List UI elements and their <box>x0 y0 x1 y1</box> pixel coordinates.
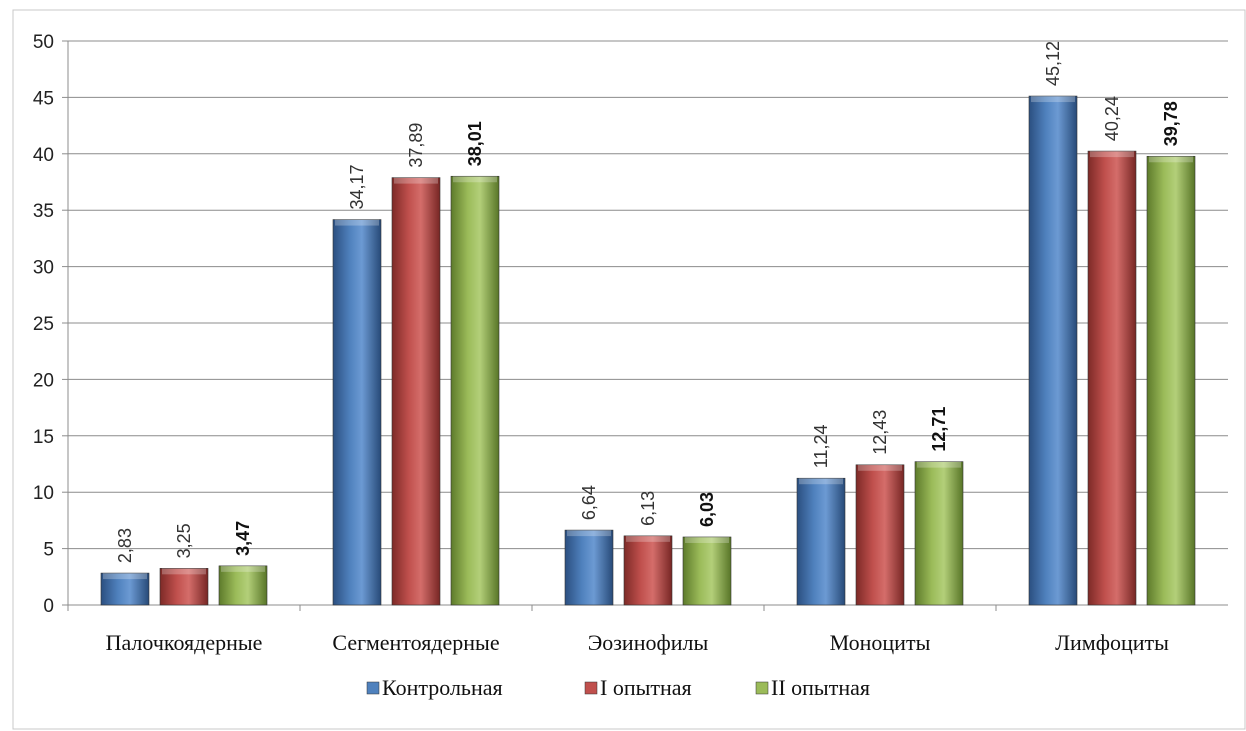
data-label: 45,12 <box>1043 41 1063 86</box>
x-axis: Палочкоядерные Сегментоядерные Эозинофилы М… <box>67 605 1169 655</box>
y-tick-label: 40 <box>33 145 54 166</box>
bar <box>1028 95 1078 606</box>
y-tick-label: 35 <box>33 201 54 222</box>
bar <box>1146 155 1196 606</box>
data-label: 6,13 <box>638 491 658 526</box>
bar <box>914 461 964 606</box>
data-label: 3,25 <box>174 523 194 558</box>
legend-swatch <box>755 681 769 695</box>
x-tick-label: Сегментоядерные <box>332 630 499 655</box>
bar <box>1087 150 1137 606</box>
data-label: 11,24 <box>811 424 831 468</box>
legend-label: I опытная <box>600 675 692 700</box>
bar-highlight <box>685 536 729 543</box>
bar-highlight <box>394 177 438 184</box>
legend-swatch <box>366 681 380 695</box>
bar-highlight <box>103 573 147 580</box>
bar <box>796 477 846 606</box>
y-tick-label: 15 <box>33 427 54 448</box>
bar <box>564 529 614 606</box>
bar-highlight <box>1090 151 1134 158</box>
bar-highlight <box>858 464 902 471</box>
y-tick-label: 30 <box>33 258 54 279</box>
bar <box>159 568 209 606</box>
x-tick-label: Эозинофилы <box>588 630 709 655</box>
bar-highlight <box>626 535 670 542</box>
data-label: 40,24 <box>1102 96 1122 141</box>
bar-highlight <box>335 219 379 226</box>
data-label: 6,64 <box>579 485 599 520</box>
data-label: 38,01 <box>465 121 485 166</box>
data-label: 39,78 <box>1161 101 1181 146</box>
bar <box>623 535 673 606</box>
chart-frame <box>12 9 1246 730</box>
legend-swatch <box>584 681 598 695</box>
y-tick-label: 10 <box>33 483 54 504</box>
data-label: 2,83 <box>115 528 135 563</box>
data-label: 6,03 <box>697 492 717 527</box>
bar-highlight <box>1149 156 1193 163</box>
y-tick-label: 0 <box>43 596 54 617</box>
y-tick-label: 50 <box>33 32 54 53</box>
bar-highlight <box>1031 96 1075 103</box>
bar <box>855 464 905 606</box>
bar-highlight <box>453 176 497 183</box>
data-label: 3,47 <box>233 521 253 556</box>
data-label: 37,89 <box>406 123 426 168</box>
data-label: 34,17 <box>347 165 367 210</box>
y-tick-label: 5 <box>43 540 54 561</box>
y-tick-label: 45 <box>33 88 54 109</box>
bar <box>391 177 441 606</box>
legend-label: II опытная <box>771 675 870 700</box>
bar-highlight <box>221 565 265 572</box>
bars <box>100 95 1196 606</box>
legend-label: Контрольная <box>382 675 503 700</box>
bar-highlight <box>799 478 843 485</box>
bar <box>218 565 268 606</box>
x-tick-label: Палочкоядерные <box>106 630 263 655</box>
data-label: 12,43 <box>870 410 890 455</box>
legend: Контрольная I опытная II опытная <box>366 675 870 700</box>
y-tick-label: 25 <box>33 314 54 335</box>
data-label: 12,71 <box>929 407 949 452</box>
y-tick-label: 20 <box>33 370 54 391</box>
bar <box>332 219 382 606</box>
bar-highlight <box>567 530 611 537</box>
x-tick-label: Моноциты <box>830 630 931 655</box>
x-tick-label: Лимфоциты <box>1055 630 1169 655</box>
data-labels: 2,83 3,25 3,47 34,17 37,89 38,01 6,64 6,13 6,03 1… <box>115 41 1181 563</box>
bar <box>100 572 150 606</box>
bar-highlight <box>162 568 206 575</box>
bar <box>450 175 500 606</box>
bar <box>682 536 732 606</box>
bar-highlight <box>917 461 961 468</box>
